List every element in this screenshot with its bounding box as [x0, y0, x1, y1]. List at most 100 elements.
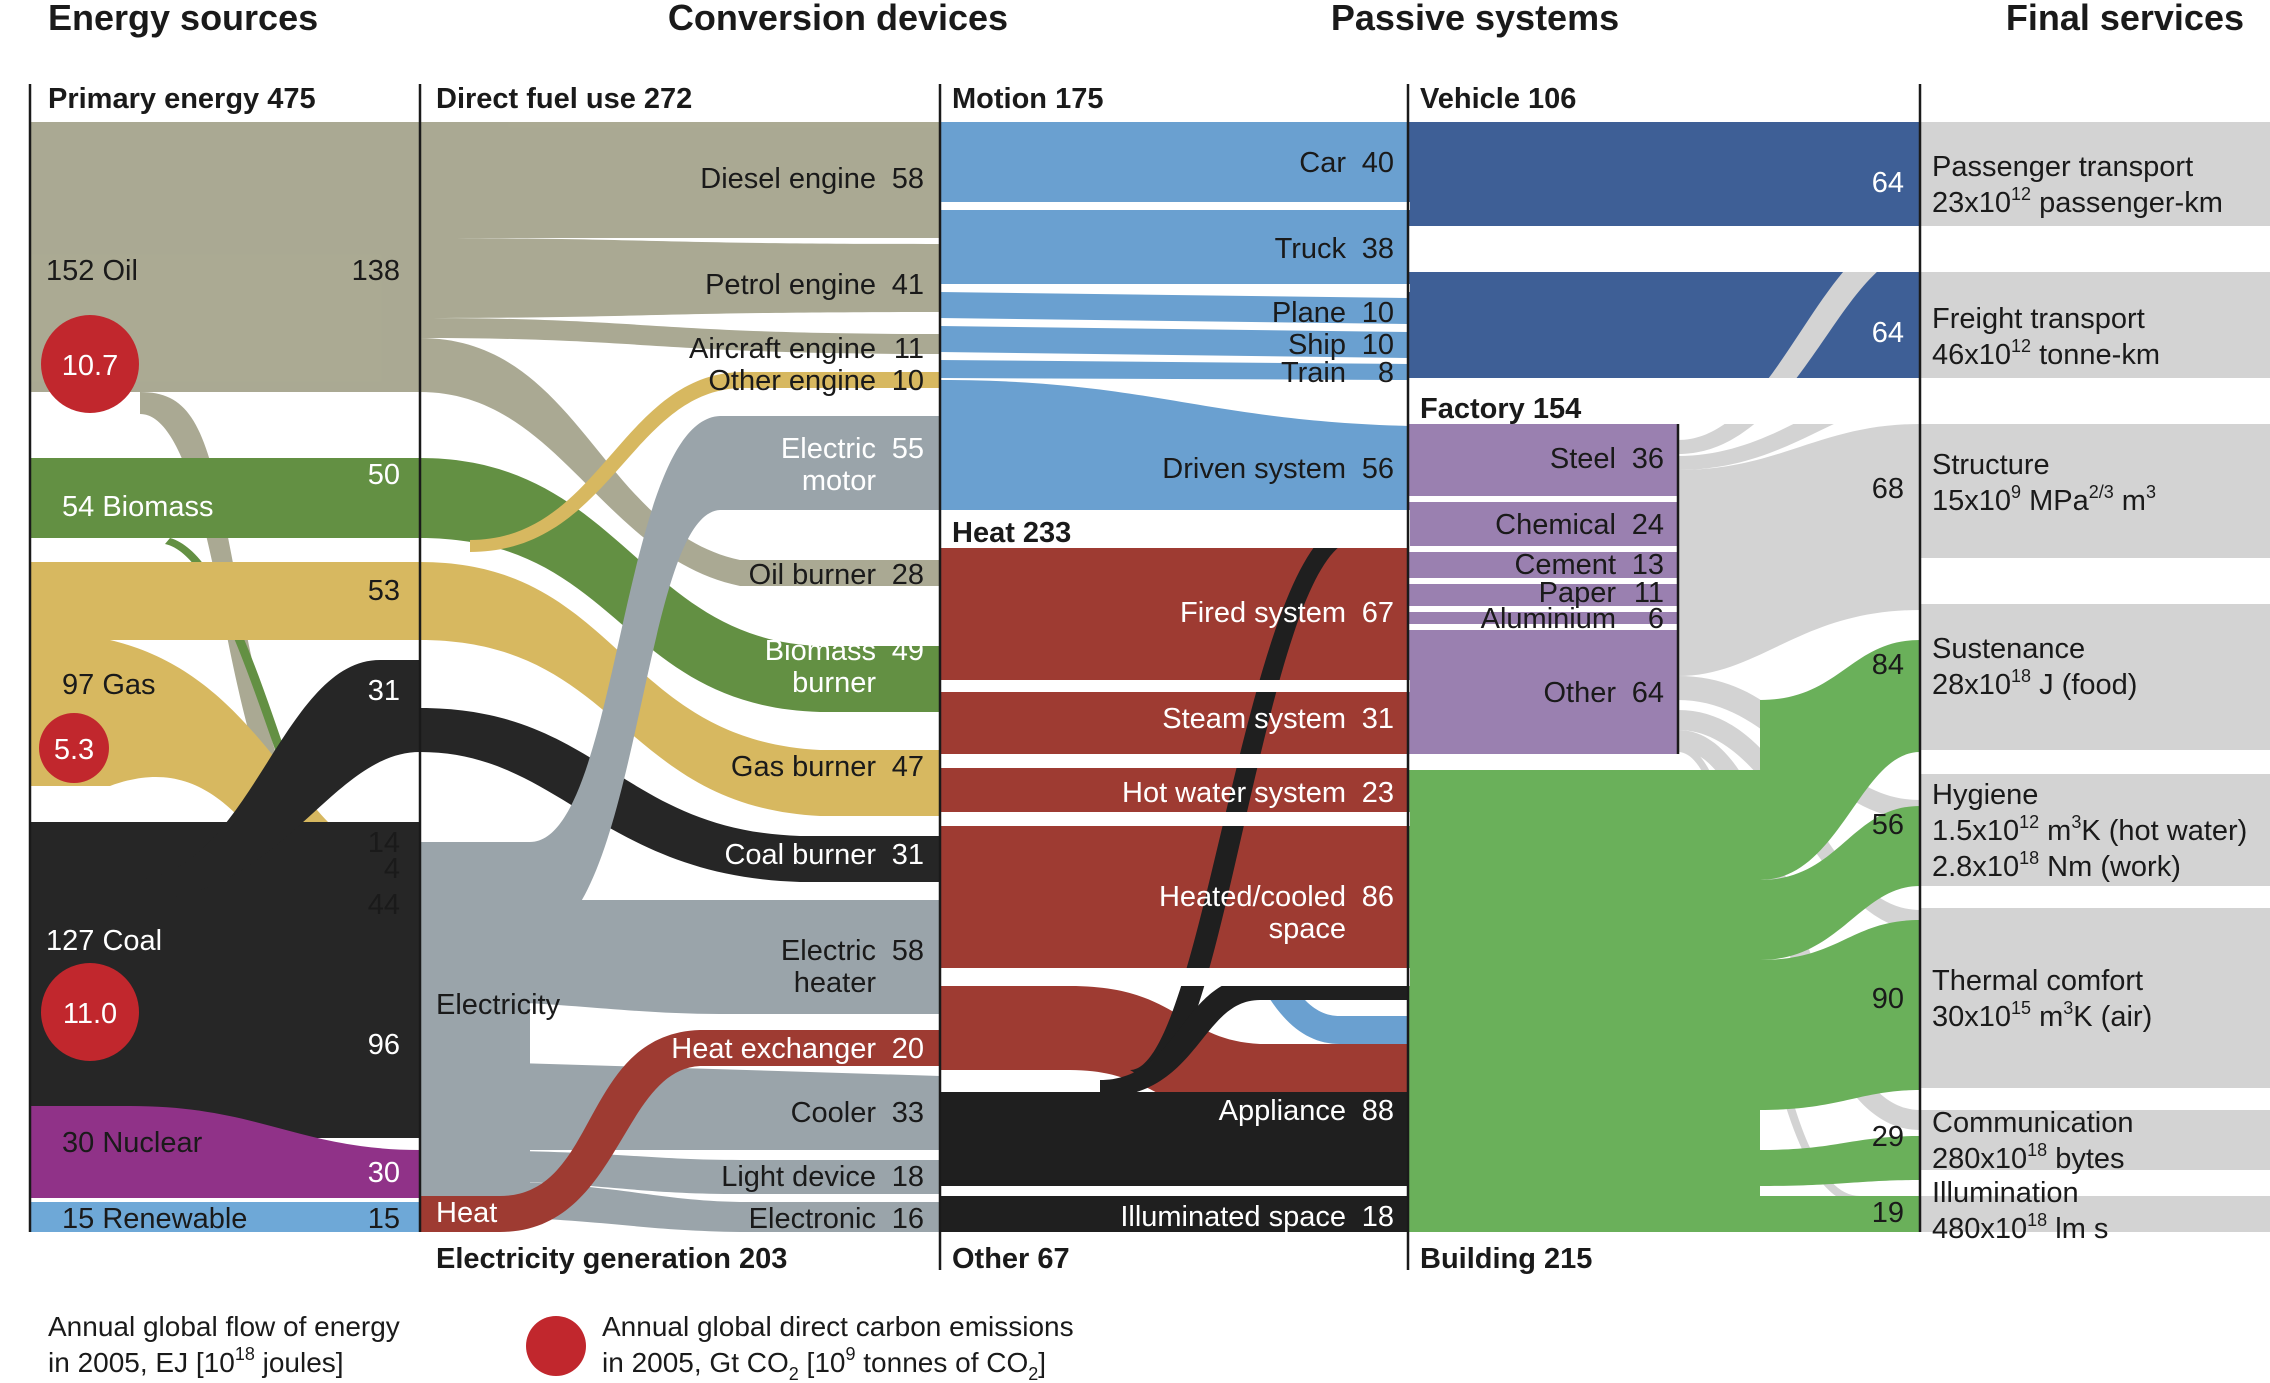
source-coal-label: 127 Coal: [46, 925, 162, 957]
column-lines: [28, 84, 1922, 1270]
elec-in-coal: 96: [368, 1029, 400, 1061]
passive-truck-value: 38: [1362, 233, 1394, 265]
service-panel-freight: [1920, 272, 2270, 378]
device-electronic-label: Electronic: [749, 1203, 876, 1235]
device-exchanger-value: 20: [892, 1033, 924, 1065]
emission-value-coal: 11.0: [63, 998, 117, 1030]
svc-structure-l2: 15x109 MPa2/3 m3: [1932, 482, 2156, 517]
col-direct-fuel-use: Direct fuel use 272: [436, 83, 692, 115]
device-otherengine-label: Other engine: [708, 365, 876, 397]
col-primary-energy: Primary energy 475: [48, 83, 316, 115]
separators: [940, 202, 1920, 1238]
col-factory: Factory 154: [1420, 393, 1581, 425]
flow-building-to-thermal: [1760, 920, 1920, 1110]
flow-heat-to-exchanger: [420, 1030, 940, 1232]
svc-comm-l1: Communication: [1932, 1107, 2133, 1139]
svc-sustenance-l2: 28x1018 J (food): [1932, 666, 2137, 701]
col-other: Other 67: [952, 1243, 1070, 1275]
flow-gas-thin-to-other-engine: [470, 372, 940, 552]
device-biomassburner-value: 49: [892, 635, 924, 667]
header-energy-sources: Energy sources: [48, 0, 318, 38]
col-vehicle: Vehicle 106: [1420, 83, 1576, 115]
flow-oil-to-oil-burner: [420, 338, 940, 586]
passive-fired-label: Fired system: [1180, 597, 1346, 629]
passive-ship-label: Ship: [1288, 329, 1346, 361]
service-panel-hygiene: [1920, 774, 2270, 886]
device-gasburner-value: 47: [892, 751, 924, 783]
device-otherengine-value: 10: [892, 365, 924, 397]
col-heat: Heat 233: [952, 517, 1071, 549]
elec-in-gas: 44: [368, 889, 400, 921]
svc-freight-l2: 46x1012 tonne-km: [1932, 336, 2160, 371]
passive-plane-value: 10: [1362, 297, 1394, 329]
factory-steel-value: 36: [1632, 443, 1664, 475]
flow-building-to-hygiene: [1760, 806, 1920, 960]
flow-motion-driven: [940, 380, 1408, 530]
emission-value-oil: 10.7: [62, 350, 118, 382]
emission-markers: 10.7 5.3 11.0: [39, 315, 139, 1061]
device-motor-label2: motor: [802, 465, 876, 497]
svc-hygiene-l1: Hygiene: [1932, 779, 2038, 811]
flow-coal-to-burner: [130, 660, 940, 900]
source-gas-out: 53: [368, 575, 400, 607]
passive-appliance-value: 88: [1362, 1095, 1394, 1127]
passive-driven-label: Driven system: [1162, 453, 1346, 485]
flows-stage3: [1408, 122, 2270, 1232]
flow-elec-to-motor: [530, 416, 940, 940]
col-building: Building 215: [1420, 1243, 1592, 1275]
device-heater-label2: heater: [794, 967, 877, 999]
svc-thermal-l2: 30x1015 m3K (air): [1932, 998, 2152, 1033]
svc-value-thermal: 90: [1872, 983, 1904, 1015]
source-oil-label: 152 Oil: [46, 255, 138, 287]
device-heater-label: Electric: [781, 935, 876, 967]
device-cooler-label: Cooler: [791, 1097, 877, 1129]
passive-hotwater-label: Hot water system: [1122, 777, 1346, 809]
device-electronic-value: 16: [892, 1203, 924, 1235]
header-final-services: Final services: [2006, 0, 2244, 38]
flow-elec-to-heater: [420, 900, 940, 1014]
passive-truck-label: Truck: [1275, 233, 1347, 265]
source-nuclear-label: 30 Nuclear: [62, 1127, 203, 1159]
device-exchanger-label: Heat exchanger: [671, 1033, 876, 1065]
service-panel-comm: [1920, 1110, 2270, 1170]
column-labels: Primary energy 475 Direct fuel use 272 E…: [48, 83, 1592, 1275]
svc-comm-l2: 280x1018 bytes: [1932, 1140, 2125, 1175]
flow-motion-truck: [940, 210, 1408, 284]
passive-illuminated-value: 18: [1362, 1201, 1394, 1233]
emission-circle-coal: [41, 963, 139, 1061]
flow-heat-heated: [940, 826, 1408, 968]
passive-plane-label: Plane: [1272, 297, 1346, 329]
svc-value-passenger: 64: [1872, 167, 1904, 199]
svc-structure-l1: Structure: [1932, 449, 2050, 481]
flow-heat-steam: [940, 692, 1408, 754]
flows-electricity: [420, 416, 940, 1232]
passive-driven-value: 56: [1362, 453, 1394, 485]
header-conversion-devices: Conversion devices: [668, 0, 1008, 38]
svc-freight-l1: Freight transport: [1932, 303, 2145, 335]
device-diesel-label: Diesel engine: [700, 163, 876, 195]
passive-heated-label2: space: [1269, 913, 1346, 945]
flow-vehicle-passenger: [1408, 122, 1920, 226]
factory-aluminium-label: Aluminium: [1481, 603, 1616, 635]
flow-other-bands: [940, 1124, 1408, 1186]
service-labels: Passenger transport 23x1012 passenger-km…: [1932, 151, 2247, 1245]
device-heater-value: 58: [892, 935, 924, 967]
svc-value-sustenance: 84: [1872, 649, 1904, 681]
factory-other-label: Other: [1543, 677, 1616, 709]
service-panel-structure: [1920, 424, 2270, 558]
factory-chemical-value: 24: [1632, 509, 1664, 541]
emission-circle-oil: [41, 315, 139, 413]
source-biomass-out: 50: [368, 459, 400, 491]
device-light-label: Light device: [721, 1161, 876, 1193]
flow-renewable: [30, 1202, 420, 1232]
flow-motion-ship: [940, 326, 1408, 358]
source-renewable-label: 15 Renewable: [62, 1203, 247, 1235]
flow-biomass-to-burner: [30, 458, 940, 712]
flow-factory-to-structure: [1678, 424, 1920, 676]
factory-steel-label: Steel: [1550, 443, 1616, 475]
svc-value-freight: 64: [1872, 317, 1904, 349]
flow-building-to-illum: [1760, 1196, 1920, 1232]
svc-passenger-l1: Passenger transport: [1932, 151, 2193, 183]
emission-circle-gas: [39, 713, 109, 783]
